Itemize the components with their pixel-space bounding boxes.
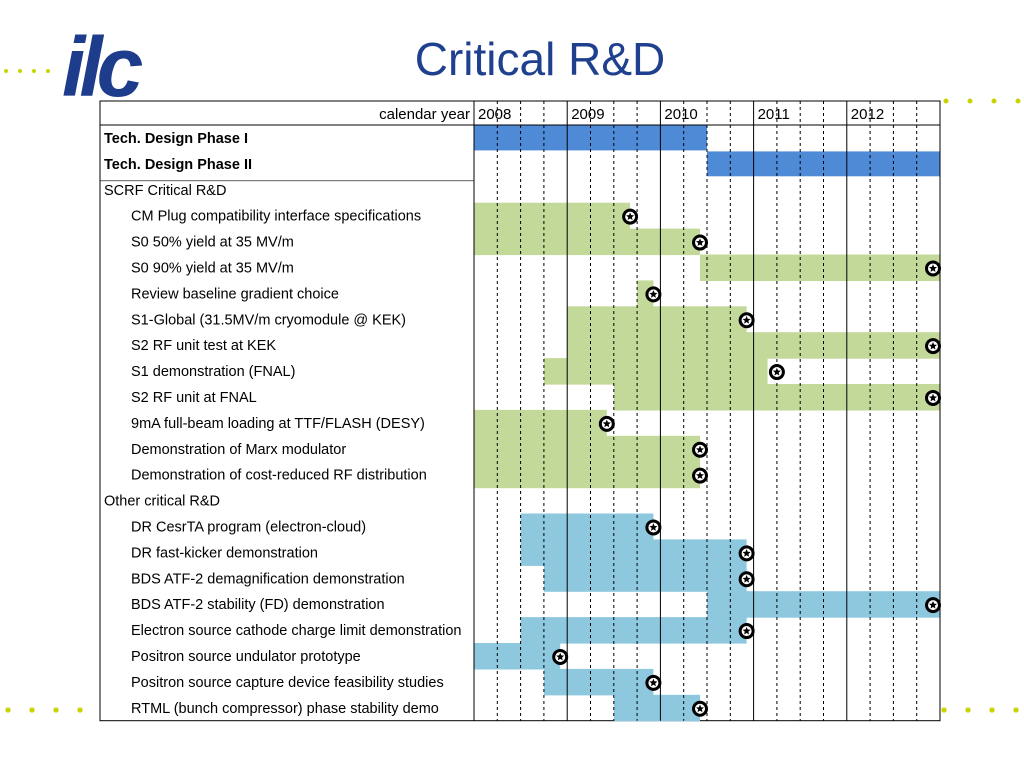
milestone-star-icon (649, 678, 658, 687)
gantt-bar-16 (520, 539, 747, 566)
row-label: Positron source capture device feasibili… (131, 675, 444, 691)
milestone-star-icon (696, 445, 704, 454)
gantt-bar-11 (474, 409, 607, 437)
row-label: S2 RF unit test at KEK (131, 338, 276, 354)
row-label: RTML (bunch compressor) phase stability … (131, 701, 439, 717)
row-label: Review baseline gradient choice (131, 286, 339, 302)
row-label: Demonstration of cost-reduced RF distrib… (131, 468, 427, 484)
row-label: S1 demonstration (FNAL) (131, 364, 295, 380)
row-label: Tech. Design Phase I (104, 131, 248, 147)
decorative-dot (941, 707, 947, 713)
milestone-star-icon (929, 393, 937, 402)
row-label: DR fast-kicker demonstration (131, 545, 318, 561)
row-label: DR CesrTA program (electron-cloud) (131, 520, 366, 536)
section-header-label: SCRF Critical R&D (104, 183, 226, 199)
row-label: S0 50% yield at 35 MV/m (131, 235, 294, 251)
milestone-star-icon (649, 523, 658, 531)
row-label: Tech. Design Phase II (104, 157, 252, 173)
year-tick-label-2010: 2010 (664, 106, 697, 123)
decorative-dot (53, 707, 59, 713)
decorative-dots-top-left (4, 69, 50, 73)
row-label: BDS ATF-2 demagnification demonstration (131, 571, 405, 587)
row-label: S2 RF unit at FNAL (131, 390, 257, 406)
row-label: Electron source cathode charge limit dem… (131, 623, 461, 639)
milestone-star-icon (929, 341, 937, 350)
decorative-dot (5, 707, 11, 713)
milestone-star-icon (772, 367, 781, 376)
gantt-bar-22 (613, 694, 701, 722)
year-tick-label-2008: 2008 (478, 106, 511, 123)
decorative-dots-top-right (943, 98, 1021, 104)
milestone-star-icon (602, 419, 611, 428)
decorative-dot (965, 707, 971, 713)
gantt-bar-19 (520, 617, 747, 644)
milestone-star-icon (929, 600, 937, 609)
decorative-dot (989, 707, 995, 713)
milestone-star-icon (649, 290, 658, 298)
gantt-bar-15 (520, 513, 654, 540)
milestone-star-icon (696, 704, 704, 713)
year-tick-label-2012: 2012 (851, 106, 884, 123)
ilc-logo: ilc (62, 20, 149, 104)
milestone-star-icon (929, 264, 937, 272)
decorative-dot (1013, 707, 1019, 713)
gantt-bar-7 (567, 306, 747, 333)
milestone-star-icon (626, 212, 635, 221)
row-label: S0 90% yield at 35 MV/m (131, 261, 294, 277)
gantt-bar-13 (474, 461, 701, 489)
section-header-label: Other critical R&D (104, 494, 220, 510)
year-tick-label-2011: 2011 (758, 106, 790, 123)
decorative-dot (77, 707, 83, 713)
gantt-bar-3 (474, 202, 631, 230)
gantt-bar-21 (543, 668, 654, 696)
milestone-star-icon (696, 238, 704, 246)
row-label: CM Plug compatibility interface specific… (131, 209, 421, 225)
row-label: Demonstration of Marx modulator (131, 442, 346, 458)
ilc-logo-text: ilc (62, 20, 143, 104)
gantt-bar-9 (543, 358, 768, 385)
header-calendar-year: calendar year (379, 106, 470, 123)
milestone-star-icon (696, 471, 704, 480)
gantt-bar-5 (700, 254, 940, 281)
decorative-dot (29, 707, 35, 713)
row-label: Positron source undulator prototype (131, 649, 361, 665)
milestone-star-icon (742, 575, 751, 583)
row-label: 9mA full-beam loading at TTF/FLASH (DESY… (131, 416, 425, 432)
milestone-star-icon (742, 549, 751, 557)
milestone-star-icon (742, 316, 751, 324)
slide-title: Critical R&D (414, 33, 666, 85)
gantt-bar-20 (474, 643, 561, 670)
row-label: S1-Global (31.5MV/m cryomodule @ KEK) (131, 312, 406, 328)
gantt-bar-4 (474, 228, 701, 256)
gantt-bar-17 (543, 565, 747, 592)
milestone-star-icon (742, 626, 751, 635)
row-label: BDS ATF-2 stability (FD) demonstration (131, 597, 385, 613)
gantt-bar-12 (474, 435, 701, 463)
milestone-star-icon (556, 652, 565, 661)
year-tick-label-2009: 2009 (571, 106, 604, 123)
